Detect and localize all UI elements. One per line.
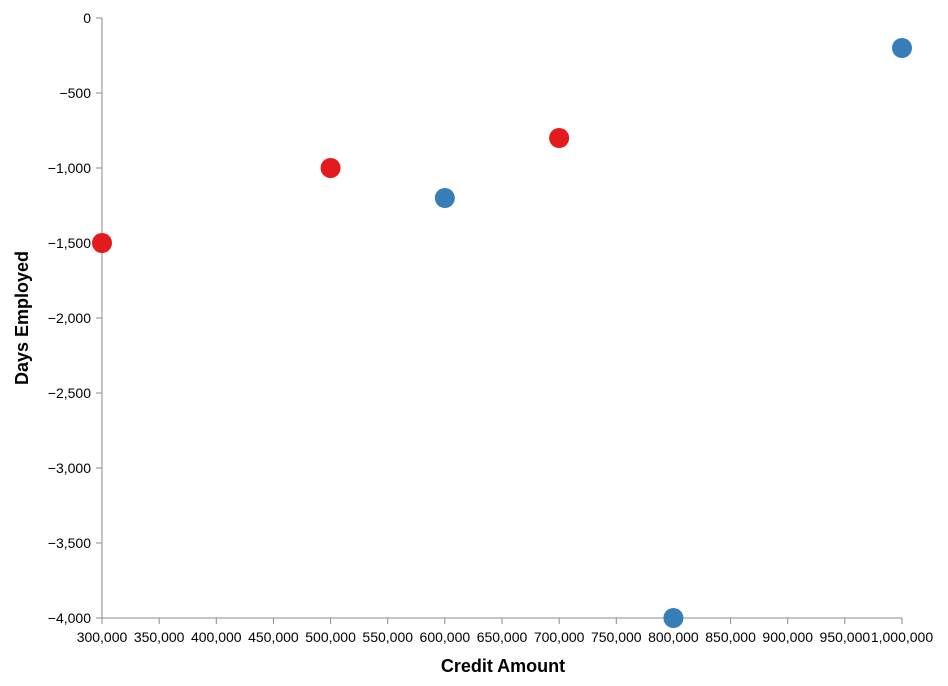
data-point [892, 38, 912, 58]
x-tick-label: 1,000,000 [871, 629, 933, 645]
x-tick-label: 750,000 [591, 629, 642, 645]
y-tick-label: −2,000 [48, 310, 91, 326]
x-tick-label: 800,000 [648, 629, 699, 645]
y-tick-label: −500 [59, 85, 91, 101]
x-tick-label: 500,000 [305, 629, 356, 645]
data-point [663, 608, 684, 628]
x-tick-label: 950,000 [820, 629, 871, 645]
x-tick-label: 550,000 [362, 629, 413, 645]
data-point [434, 188, 455, 208]
y-tick-label: −3,000 [48, 460, 91, 476]
y-tick-label: −4,000 [48, 610, 91, 626]
x-tick-label: 900,000 [762, 629, 813, 645]
x-tick-label: 700,000 [534, 629, 585, 645]
x-axis: 300,000 350,000 400,000 450,000 500,000 550,0… [77, 617, 933, 645]
y-tick-label: −1,500 [48, 235, 91, 251]
y-tick-label: −2,500 [48, 385, 91, 401]
x-axis-title: Credit Amount [441, 656, 565, 676]
y-tick-label: −3,500 [48, 535, 91, 551]
x-tick-label: 400,000 [191, 629, 242, 645]
y-axis: 0 −500 −1,000 −1,500 −2,000 −2,500 −3,000 −3,50… [48, 10, 103, 626]
x-tick-label: 650,000 [477, 629, 528, 645]
x-tick-label: 450,000 [248, 629, 299, 645]
data-point [92, 233, 112, 253]
x-tick-label: 350,000 [134, 629, 185, 645]
x-tick-label: 600,000 [420, 629, 471, 645]
data-point [549, 128, 570, 148]
data-points [92, 38, 912, 628]
y-tick-label: −1,000 [48, 160, 91, 176]
x-tick-label: 300,000 [77, 629, 128, 645]
y-tick-label: 0 [83, 10, 91, 26]
y-axis-title: Days Employed [12, 251, 32, 385]
x-tick-label: 850,000 [705, 629, 756, 645]
data-point [320, 158, 341, 178]
